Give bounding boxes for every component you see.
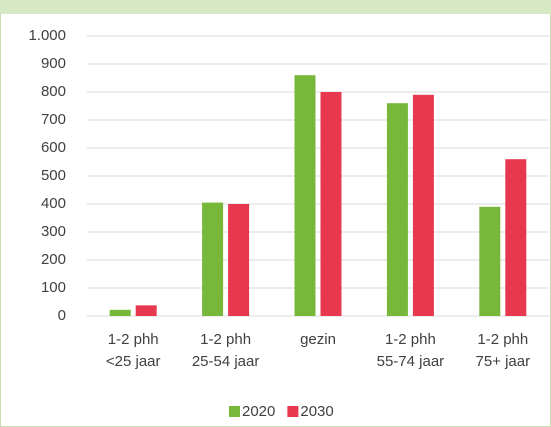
x-tick-label: 1-2 phh: [385, 331, 436, 348]
y-tick-label: 800: [41, 83, 66, 100]
legend-label: 2020: [242, 403, 275, 420]
bar: [320, 92, 342, 316]
y-tick-label: 1.000: [28, 27, 66, 44]
bar: [202, 202, 224, 316]
legend-swatch: [229, 406, 240, 417]
legend-label: 2030: [300, 403, 333, 420]
bar: [412, 94, 434, 316]
bar: [386, 103, 408, 316]
y-tick-label: 900: [41, 55, 66, 72]
x-tick-label: 75+ jaar: [475, 353, 530, 370]
y-tick-label: 200: [41, 251, 66, 268]
y-tick-label: 600: [41, 139, 66, 156]
y-tick-label: 500: [41, 167, 66, 184]
x-tick-label: 1-2 phh: [108, 331, 159, 348]
bar: [135, 305, 157, 316]
x-tick-label: <25 jaar: [106, 353, 161, 370]
y-tick-label: 700: [41, 111, 66, 128]
bar: [505, 159, 527, 316]
bar: [479, 206, 501, 316]
x-tick-label: 1-2 phh: [200, 331, 251, 348]
bar: [294, 75, 316, 316]
y-tick-label: 400: [41, 195, 66, 212]
bar: [109, 309, 131, 316]
top-band: [0, 0, 551, 14]
bar: [228, 204, 250, 316]
legend-swatch: [287, 406, 299, 417]
y-tick-label: 100: [41, 279, 66, 296]
y-tick-label: 300: [41, 223, 66, 240]
y-tick-label: 0: [58, 307, 66, 324]
x-tick-label: 1-2 phh: [477, 331, 528, 348]
x-tick-label: 25-54 jaar: [192, 353, 260, 370]
x-tick-label: 55-74 jaar: [377, 353, 445, 370]
x-tick-label: gezin: [300, 331, 336, 348]
